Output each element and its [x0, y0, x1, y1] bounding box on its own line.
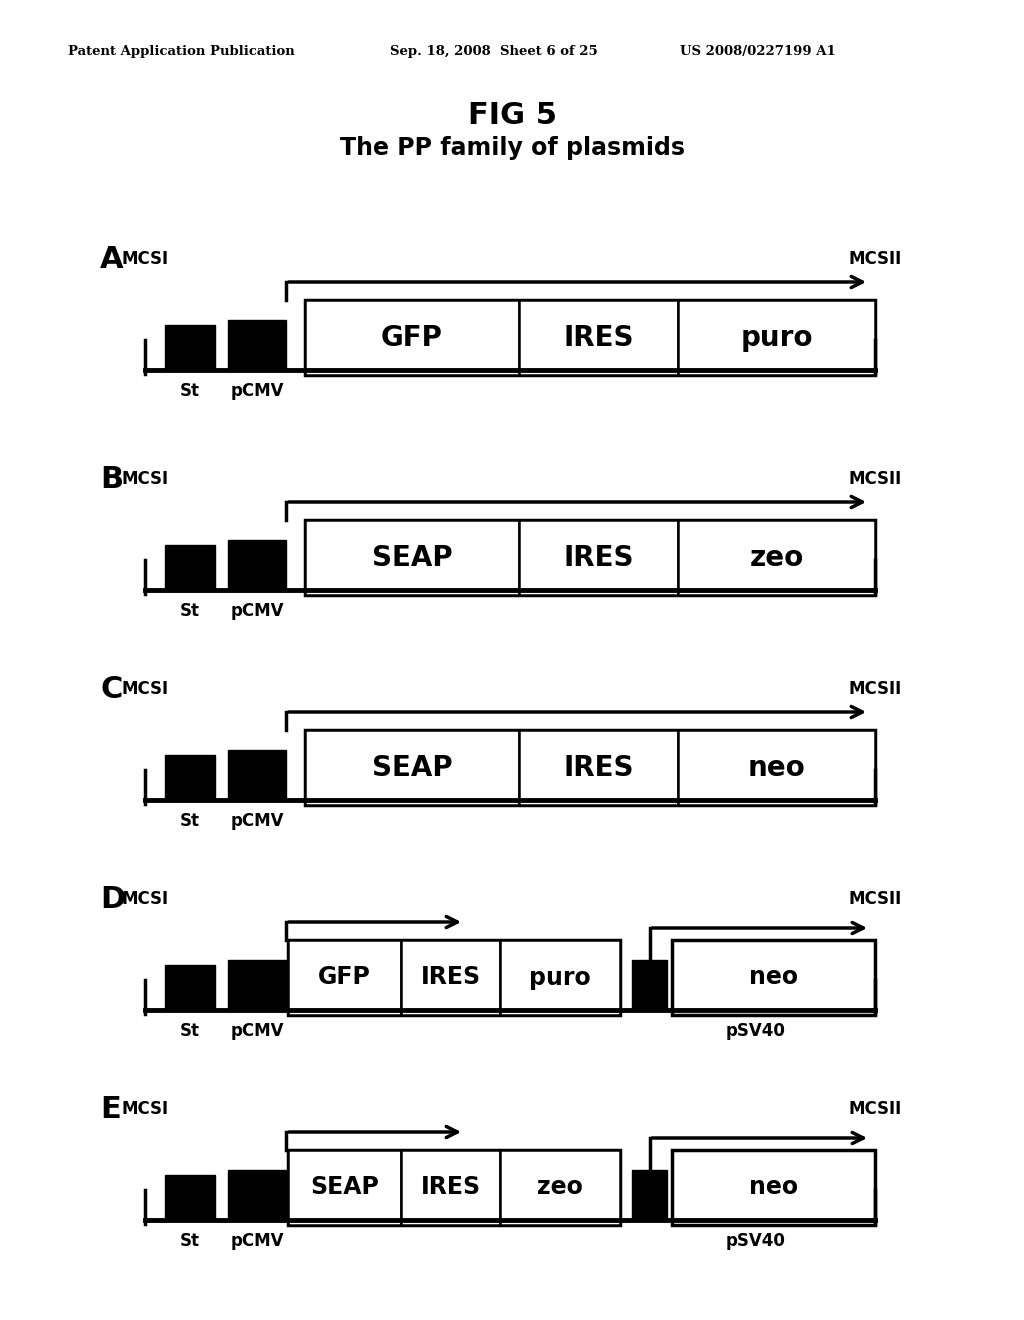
Bar [288, 940, 400, 1015]
Bar [165, 1175, 215, 1220]
Text: C: C [100, 675, 123, 704]
Bar [501, 1150, 620, 1225]
Text: zeo: zeo [538, 1176, 584, 1200]
Text: zeo: zeo [750, 544, 804, 572]
Bar [632, 1170, 667, 1220]
Text: MCSII: MCSII [848, 680, 901, 698]
Bar [165, 325, 215, 370]
Text: IRES: IRES [563, 544, 634, 572]
Text: neo: neo [748, 754, 806, 781]
Bar [165, 545, 215, 590]
Text: IRES: IRES [421, 965, 480, 990]
Text: A: A [100, 246, 124, 275]
Bar [632, 960, 667, 1010]
Bar [672, 940, 874, 1015]
Text: St: St [180, 381, 200, 400]
Text: St: St [180, 1022, 200, 1040]
Text: SEAP: SEAP [372, 754, 453, 781]
Bar [672, 1150, 874, 1225]
Text: pSV40: pSV40 [726, 1232, 786, 1250]
Text: MCSII: MCSII [848, 1100, 901, 1118]
Text: pCMV: pCMV [230, 602, 284, 620]
Bar [228, 319, 286, 370]
Text: MCSI: MCSI [122, 890, 169, 908]
Bar [228, 1170, 286, 1220]
Bar [165, 965, 215, 1010]
Bar [678, 730, 874, 805]
Text: E: E [100, 1096, 121, 1125]
Text: pCMV: pCMV [230, 812, 284, 830]
Bar [288, 1150, 620, 1225]
Bar [305, 520, 519, 595]
Text: FIG 5: FIG 5 [468, 100, 556, 129]
Text: MCSI: MCSI [122, 680, 169, 698]
Bar [228, 750, 286, 800]
Bar [305, 730, 874, 805]
Text: MCSI: MCSI [122, 470, 169, 488]
Bar [305, 300, 874, 375]
Text: MCSI: MCSI [122, 1100, 169, 1118]
Bar [165, 755, 215, 800]
Text: Patent Application Publication: Patent Application Publication [68, 45, 295, 58]
Text: St: St [180, 602, 200, 620]
Bar [305, 300, 519, 375]
Text: neo: neo [749, 1176, 798, 1200]
Text: pCMV: pCMV [230, 1022, 284, 1040]
Bar [501, 940, 620, 1015]
Bar [678, 520, 874, 595]
Text: pSV40: pSV40 [726, 1022, 786, 1040]
Text: neo: neo [749, 965, 798, 990]
Text: MCSI: MCSI [122, 249, 169, 268]
Bar [305, 730, 519, 805]
Text: B: B [100, 465, 123, 494]
Text: The PP family of plasmids: The PP family of plasmids [340, 136, 684, 160]
Text: SEAP: SEAP [372, 544, 453, 572]
Text: St: St [180, 1232, 200, 1250]
Text: MCSII: MCSII [848, 890, 901, 908]
Text: SEAP: SEAP [310, 1176, 379, 1200]
Bar [288, 1150, 400, 1225]
Bar [519, 520, 678, 595]
Bar [228, 540, 286, 590]
Bar [228, 960, 286, 1010]
Text: MCSII: MCSII [848, 249, 901, 268]
Text: D: D [100, 884, 125, 913]
Bar [678, 300, 874, 375]
Text: pCMV: pCMV [230, 381, 284, 400]
Bar [519, 300, 678, 375]
Bar [400, 940, 501, 1015]
Text: US 2008/0227199 A1: US 2008/0227199 A1 [680, 45, 836, 58]
Text: GFP: GFP [318, 965, 371, 990]
Text: pCMV: pCMV [230, 1232, 284, 1250]
Text: puro: puro [740, 323, 813, 351]
Text: MCSII: MCSII [848, 470, 901, 488]
Bar [305, 520, 874, 595]
Text: puro: puro [529, 965, 591, 990]
Text: GFP: GFP [381, 323, 442, 351]
Bar [288, 940, 620, 1015]
Bar [519, 730, 678, 805]
Bar [400, 1150, 501, 1225]
Text: Sep. 18, 2008  Sheet 6 of 25: Sep. 18, 2008 Sheet 6 of 25 [390, 45, 598, 58]
Text: St: St [180, 812, 200, 830]
Text: IRES: IRES [421, 1176, 480, 1200]
Text: IRES: IRES [563, 754, 634, 781]
Text: IRES: IRES [563, 323, 634, 351]
